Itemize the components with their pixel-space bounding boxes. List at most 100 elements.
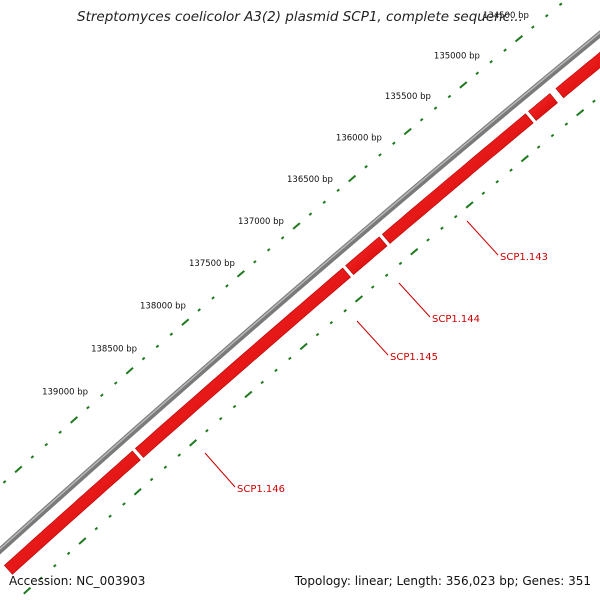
- inner-minor-tick: [39, 576, 43, 580]
- outer-minor-tick: [169, 332, 174, 336]
- inner-minor-tick: [122, 502, 126, 506]
- inner-minor-tick: [53, 564, 57, 568]
- inner-major-tick: [299, 342, 308, 351]
- outer-minor-tick: [253, 260, 257, 264]
- outer-minor-tick: [392, 141, 396, 145]
- gene-track: [3, 41, 600, 575]
- inner-major-tick: [410, 248, 419, 256]
- inner-minor-tick: [205, 429, 209, 433]
- inner-major-tick: [189, 439, 198, 447]
- outer-major-tick: [292, 222, 301, 230]
- outer-minor-tick: [447, 94, 452, 99]
- inner-major-tick: [576, 109, 585, 117]
- gene-label[interactable]: SCP1.144: [432, 314, 480, 325]
- inner-minor-tick: [163, 465, 168, 470]
- inner-major-tick: [23, 586, 32, 595]
- gene-leader-line: [466, 220, 499, 256]
- inner-major-tick: [78, 537, 87, 545]
- inner-minor-tick: [177, 453, 182, 457]
- gene-label-group: SCP1.143 SCP1.144 SCP1.145 SCP1.146: [204, 220, 548, 495]
- backbone-highlight: [0, 31, 600, 551]
- outer-minor-tick: [266, 248, 271, 252]
- outer-minor-tick: [544, 14, 549, 18]
- outer-minor-tick: [364, 165, 368, 169]
- inner-minor-tick: [218, 416, 223, 421]
- tick-label-group: 134500 bp 135000 bp 135500 bp 136000 bp 1365…: [42, 11, 529, 398]
- outer-major-tick: [514, 35, 524, 43]
- inner-major-tick: [354, 295, 364, 303]
- tick-label: 137000 bp: [238, 217, 284, 227]
- outer-minor-tick: [2, 480, 7, 484]
- gene-feature[interactable]: [381, 113, 534, 244]
- tick-label: 137500 bp: [189, 259, 235, 269]
- inner-major-tick: [520, 154, 529, 163]
- outer-major-tick: [181, 318, 190, 326]
- gene-leader-line: [204, 452, 236, 488]
- tick-label: 136500 bp: [287, 175, 333, 185]
- gene-leader-line: [356, 320, 389, 356]
- inner-minor-tick: [481, 191, 486, 196]
- outer-minor-tick: [155, 344, 160, 349]
- outer-minor-tick: [44, 442, 49, 447]
- gene-label[interactable]: SCP1.146: [237, 484, 285, 495]
- inner-minor-tick: [94, 526, 99, 531]
- gene-label[interactable]: SCP1.145: [390, 352, 438, 363]
- outer-minor-tick: [503, 48, 507, 52]
- inner-minor-tick: [536, 145, 541, 149]
- inner-minor-tick: [329, 320, 334, 325]
- inner-minor-tick: [149, 477, 154, 482]
- outer-minor-tick: [113, 381, 118, 385]
- accession-text: Accession: NC_003903: [9, 574, 146, 588]
- topology-summary: Topology: linear; Length: 356,023 bp; Ge…: [294, 574, 591, 588]
- inner-minor-tick: [453, 214, 458, 219]
- tick-label: 136000 bp: [336, 134, 382, 144]
- gene-feature[interactable]: [528, 93, 558, 121]
- inner-minor-tick: [550, 133, 555, 138]
- outer-major-tick: [14, 465, 23, 474]
- tick-label: 135000 bp: [434, 51, 480, 61]
- inner-minor-tick: [398, 261, 403, 266]
- outer-major-tick: [459, 81, 468, 89]
- outer-minor-tick: [100, 393, 104, 398]
- outer-major-tick: [348, 174, 357, 183]
- outer-minor-tick: [558, 2, 563, 6]
- tick-label: 134500 bp: [483, 11, 529, 21]
- inner-minor-tick: [260, 380, 264, 385]
- outer-major-tick: [125, 367, 134, 375]
- inner-minor-tick: [288, 356, 292, 361]
- inner-minor-tick: [426, 238, 430, 242]
- tick-label: 139000 bp: [42, 388, 88, 398]
- outer-minor-tick: [475, 71, 480, 76]
- outer-minor-tick: [58, 430, 62, 434]
- outer-minor-tick: [336, 188, 340, 193]
- inner-minor-tick: [509, 168, 513, 172]
- outer-minor-tick: [308, 212, 313, 216]
- gene-feature[interactable]: [555, 41, 600, 99]
- outer-minor-tick: [86, 405, 90, 410]
- outer-minor-tick: [378, 153, 382, 157]
- gene-label[interactable]: SCP1.143: [500, 252, 548, 263]
- gene-feature[interactable]: [3, 450, 141, 575]
- outer-minor-tick: [419, 118, 424, 122]
- outer-major-tick: [403, 127, 412, 136]
- inner-tick-track: [23, 99, 596, 595]
- outer-minor-tick: [225, 284, 229, 288]
- map-title: Streptomyces coelicolor A3(2) plasmid SC…: [77, 9, 523, 25]
- inner-major-tick: [133, 488, 142, 496]
- outer-minor-tick: [30, 455, 35, 459]
- inner-major-tick: [465, 201, 474, 209]
- inner-minor-tick: [343, 309, 347, 313]
- inner-minor-tick: [495, 179, 499, 184]
- gene-feature[interactable]: [345, 236, 388, 276]
- gene-leader-line: [398, 282, 431, 318]
- outer-minor-tick: [280, 236, 285, 240]
- tick-label: 135500 bp: [385, 92, 431, 102]
- inner-minor-tick: [370, 285, 375, 289]
- outer-minor-tick: [141, 356, 146, 361]
- inner-minor-tick: [384, 273, 389, 277]
- inner-minor-tick: [66, 551, 71, 556]
- outer-tick-track: [2, 2, 563, 484]
- gene-feature[interactable]: [134, 267, 351, 458]
- outer-minor-tick: [489, 60, 493, 64]
- inner-minor-tick: [564, 122, 569, 126]
